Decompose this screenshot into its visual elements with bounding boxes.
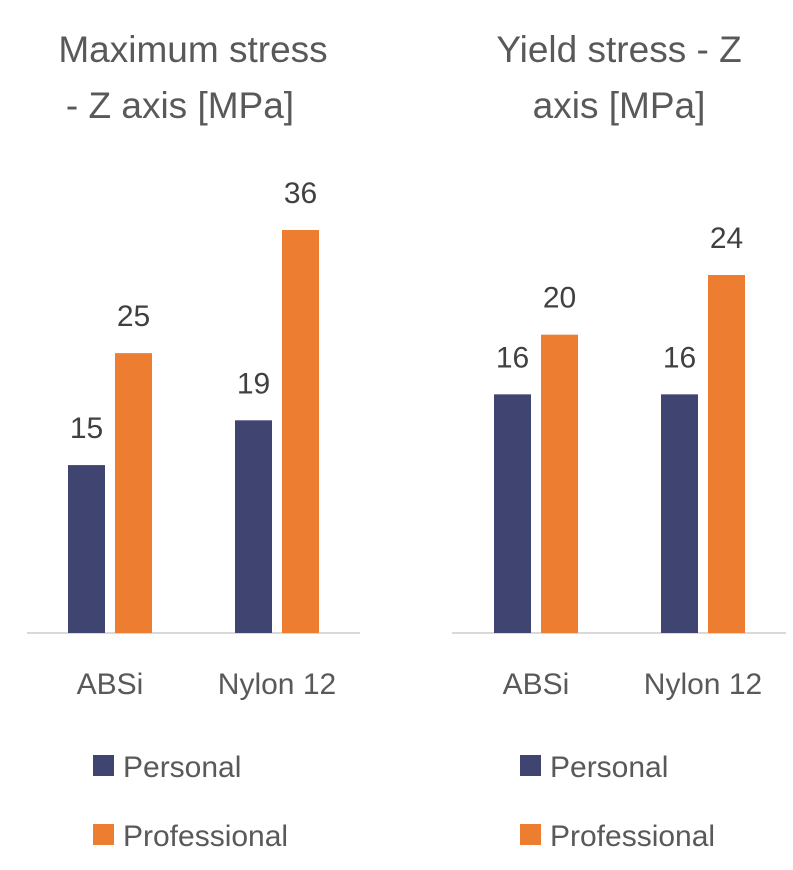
bar-professional-absi [541,334,578,633]
data-label: 16 [663,341,696,374]
data-label: 24 [710,222,743,255]
chart-title-line-1: Yield stress - Z [496,29,741,70]
x-tick-label: ABSi [77,668,144,701]
data-label: 16 [496,341,529,374]
data-label: 19 [237,367,270,400]
legend-label-professional: Professional [550,820,715,853]
data-label: 25 [117,300,150,333]
bar-personal-absi [494,394,531,633]
bar-personal-nylon-12 [235,420,272,633]
legend-swatch-personal [93,755,114,776]
data-label: 36 [284,177,317,210]
legend-swatch-personal [520,755,541,776]
data-label: 20 [543,282,576,315]
bar-personal-nylon-12 [661,394,698,633]
data-label: 15 [70,412,103,445]
x-tick-label: Nylon 12 [644,668,762,701]
yield-stress-chart: Yield stress - Z axis [MPa] 16 20 ABSi 16 24… [452,29,786,853]
x-tick-label: ABSi [503,668,570,701]
chart-title-line-2: - Z axis [MPa] [66,85,294,126]
bar-professional-absi [115,353,152,633]
bar-professional-nylon-12 [708,275,745,633]
chart-title-line-2: axis [MPa] [533,85,706,126]
legend-swatch-professional [520,824,541,845]
legend-label-personal: Personal [123,751,241,784]
bar-professional-nylon-12 [282,230,319,633]
x-tick-label: Nylon 12 [218,668,336,701]
legend-label-personal: Personal [550,751,668,784]
legend-swatch-professional [93,824,114,845]
bar-personal-absi [68,465,105,633]
chart-title-line-1: Maximum stress [58,29,327,70]
max-stress-chart: Maximum stress - Z axis [MPa] 15 25 ABSi 19… [27,29,360,853]
legend-label-professional: Professional [123,820,288,853]
